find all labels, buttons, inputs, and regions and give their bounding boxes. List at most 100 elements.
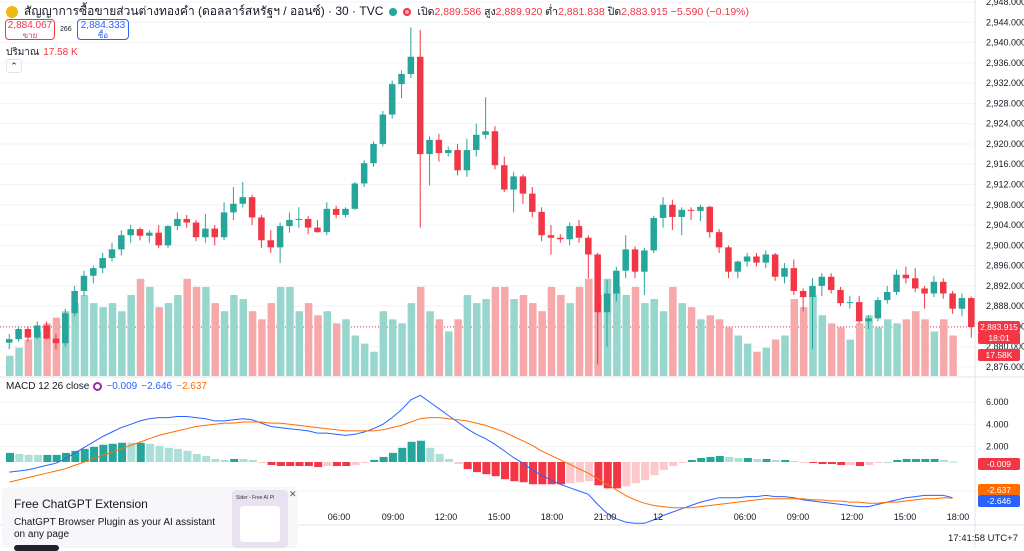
candle-body: [360, 163, 368, 184]
volume-bar: [669, 286, 677, 376]
volume-bar: [379, 311, 388, 376]
time-tick-label: 15:00: [488, 512, 511, 522]
candle-body: [519, 176, 527, 194]
price-tick-label: 2,900.000: [986, 240, 1024, 250]
volume-bar: [557, 295, 565, 376]
candle-body: [127, 229, 134, 236]
volume-bar: [697, 319, 705, 376]
ad-title: Free ChatGPT Extension: [14, 497, 148, 511]
volume-bars: [6, 278, 957, 376]
price-tick-label: 2,940.000: [986, 38, 1024, 48]
macd-histogram-bar: [211, 458, 220, 462]
macd-histogram-bar: [818, 462, 827, 465]
macd-histogram-bar: [781, 459, 790, 462]
volume-bar: [454, 319, 462, 376]
price-tick-label: 2,924.000: [986, 119, 1024, 129]
candle-body: [473, 134, 480, 151]
candle-body: [444, 150, 452, 154]
macd-histogram-bar: [6, 452, 14, 462]
candle-body: [781, 268, 788, 277]
volume-bar: [818, 315, 827, 376]
volume-bar: [398, 323, 406, 376]
chart-legend: สัญญาการซื้อขายส่วนต่างทองคำ (ดอลลาร์สหร…: [6, 2, 749, 21]
macd-histogram-bar: [164, 447, 173, 462]
ad-banner[interactable]: Free ChatGPT Extension ChatGPT Browser P…: [2, 487, 298, 551]
volume-bar: [323, 311, 332, 376]
macd-histogram-bar: [594, 462, 603, 486]
candle-body: [267, 240, 275, 248]
candle-body: [594, 254, 601, 313]
buy-button[interactable]: 2,884.333 ซื้อ: [77, 19, 129, 40]
volume-legend: ปริมาณ 17.58 K: [6, 47, 78, 58]
signal-line: [9, 417, 953, 509]
macd-histogram-bar: [940, 459, 948, 462]
macd-histogram-bar: [893, 459, 902, 462]
candle-body: [118, 235, 125, 250]
volume-bar: [687, 307, 696, 376]
macd-line-badge-text: -2.646: [987, 496, 1011, 506]
volume-bar: [837, 327, 845, 376]
candle-body: [529, 193, 536, 212]
macd-histogram-bar: [557, 462, 566, 485]
macd-histogram-bar: [575, 462, 584, 483]
volume-bar: [351, 335, 360, 376]
macd-histogram-bar: [697, 457, 706, 462]
volume-bar: [949, 335, 957, 376]
sell-button[interactable]: 2,884.067 ขาย: [5, 19, 55, 40]
macd-histogram-bar: [416, 440, 425, 462]
candle-body: [164, 226, 172, 246]
macd-histogram-bar: [538, 462, 547, 485]
price-tick-label: 2,920.000: [986, 139, 1024, 149]
price-tick-label: 2,908.000: [986, 200, 1024, 210]
candle-body: [846, 302, 854, 304]
candle-body: [211, 228, 218, 238]
macd-histogram-bar: [846, 462, 855, 466]
time-tick-label: 21:00: [594, 512, 617, 522]
candle-body: [566, 226, 573, 240]
volume-bar: [883, 319, 892, 376]
macd-histogram-bar: [127, 442, 136, 462]
macd-hist-badge: [978, 458, 1020, 470]
candle-body: [491, 131, 499, 166]
macd-histogram-bar: [34, 454, 43, 462]
volume-bar: [482, 299, 490, 376]
price-tick-label: 2,928.000: [986, 98, 1024, 108]
axes: 2,948.000 2,944.000 2,940.000 2,936.000 2,93…: [328, 0, 1024, 544]
ad-thumbnail[interactable]: Sider - Free AI Pl: [232, 490, 288, 548]
volume-bar: [846, 339, 855, 376]
macd-histogram-bar: [80, 448, 89, 462]
macd-histogram-bar: [715, 455, 724, 462]
candle-body: [613, 270, 620, 294]
candle-body: [220, 212, 228, 238]
macd-signal-badge: [978, 484, 1020, 496]
macd-histogram-bar: [202, 455, 211, 462]
volume-bar: [164, 303, 173, 376]
ohlc-values: เปิด2,889.586 สูง2,889.920 ต่ำ2,881.838 …: [417, 6, 750, 18]
macd-histogram-bar: [669, 462, 678, 467]
macd-histogram-bar: [62, 452, 71, 462]
macd-settings-icon[interactable]: [93, 382, 103, 391]
candle-body: [407, 56, 415, 74]
volume-bar: [893, 323, 901, 376]
candle-body: [99, 258, 106, 269]
volume-bar: [314, 315, 322, 376]
last-price-badge-text: 2,883.915: [980, 322, 1018, 332]
time-tick-label: 09:00: [787, 512, 810, 522]
ad-cta-bar[interactable]: [14, 545, 59, 551]
macd-histogram-bar: [529, 462, 538, 485]
macd-label: MACD 12 26 close: [6, 381, 90, 392]
candle-body: [921, 288, 928, 294]
candle-body: [370, 143, 377, 164]
macd-histogram-bar: [342, 462, 351, 467]
volume-bar: [211, 303, 219, 376]
candle-body: [771, 254, 779, 277]
macd-histogram-bar: [603, 462, 612, 489]
close-icon[interactable]: ✕: [289, 489, 297, 499]
volume-bar: [248, 311, 257, 376]
chevron-up-icon[interactable]: ⌃: [6, 59, 22, 73]
macd-line-badge: [978, 495, 1020, 507]
macd-histogram-bar: [136, 442, 145, 462]
macd-tick-label: 4.000: [986, 419, 1009, 429]
candle-body: [930, 281, 938, 294]
